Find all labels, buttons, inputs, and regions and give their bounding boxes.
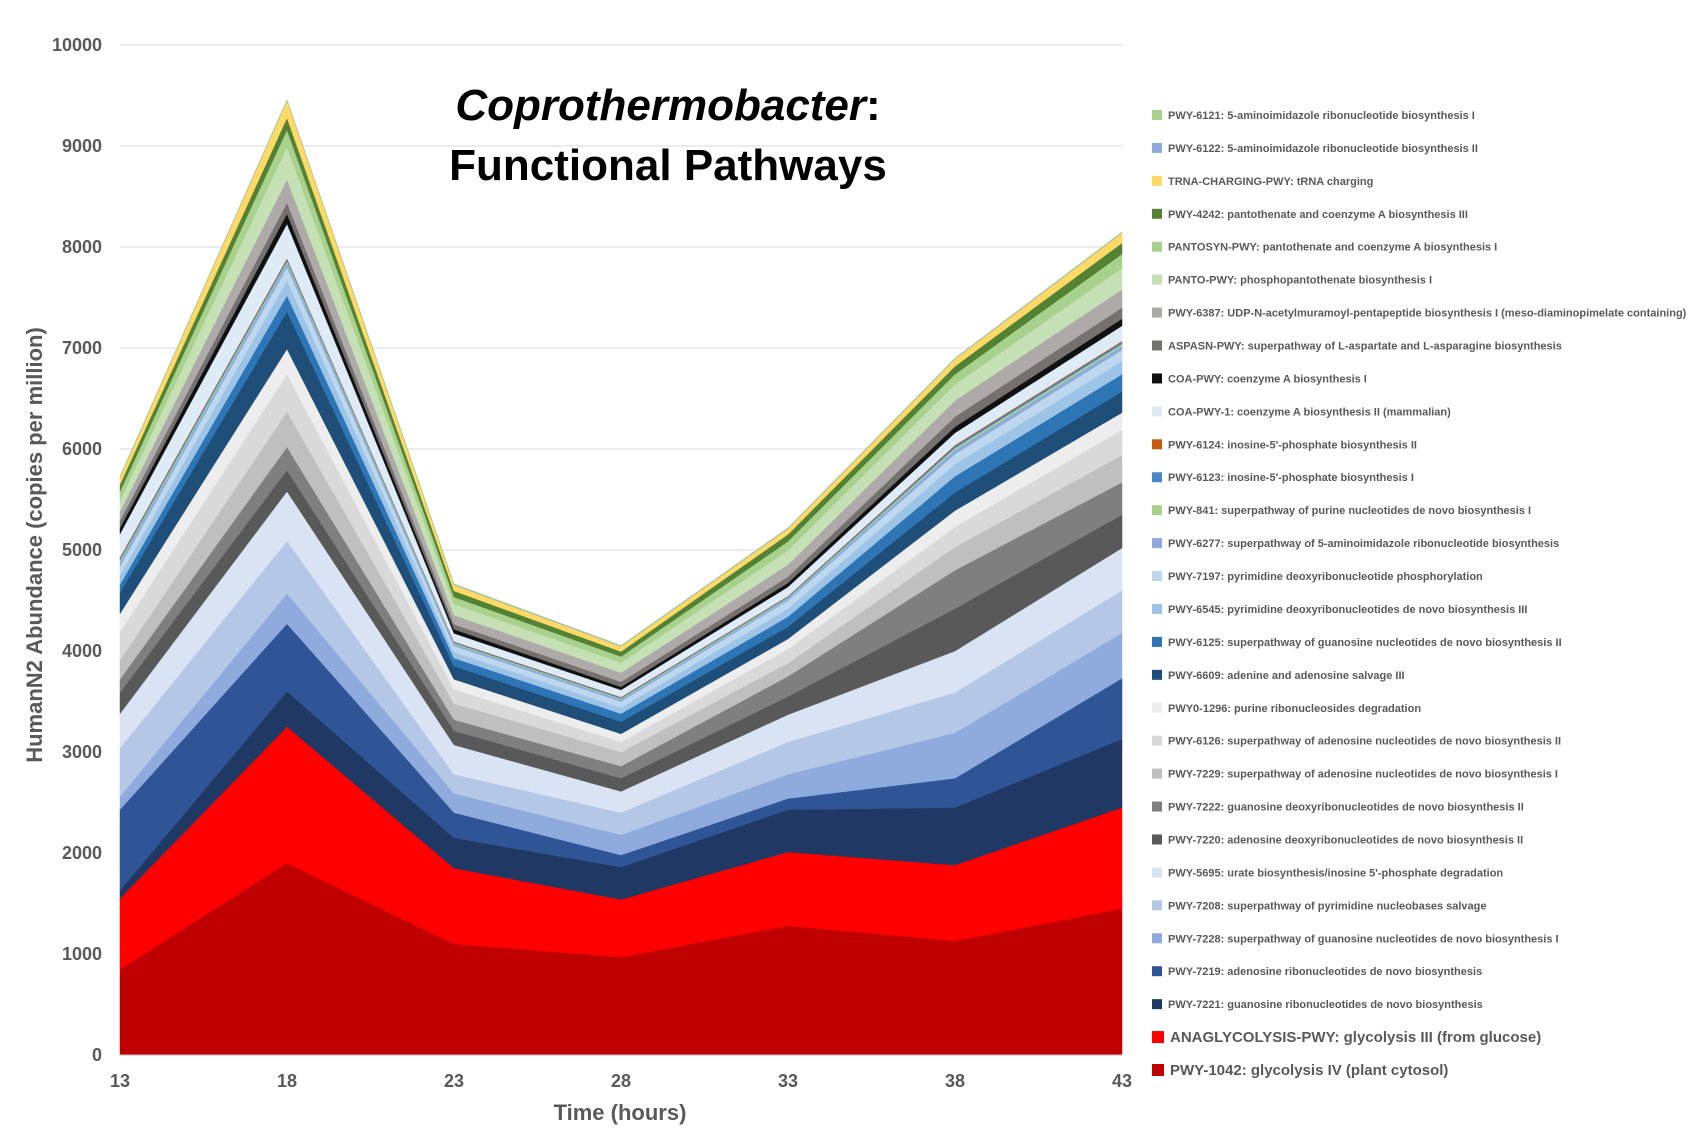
- y-tick-label: 7000: [62, 338, 102, 358]
- legend-swatch: [1152, 999, 1162, 1010]
- legend-label: TRNA-CHARGING-PWY: tRNA charging: [1168, 176, 1373, 188]
- legend-label: PWY-6126: superpathway of adenosine nucl…: [1168, 736, 1561, 748]
- legend-swatch: [1152, 768, 1162, 779]
- y-tick-label: 10000: [52, 35, 102, 55]
- legend-label: PWY-6122: 5-aminoimidazole ribonucleotid…: [1168, 143, 1478, 155]
- legend-swatch: [1152, 340, 1162, 351]
- legend-swatch: [1152, 505, 1162, 516]
- x-tick-label: 33: [778, 1071, 798, 1091]
- legend-label: COA-PWY-1: coenzyme A biosynthesis II (m…: [1168, 406, 1451, 418]
- legend-swatch: [1152, 801, 1162, 812]
- legend-label: PWY-7197: pyrimidine deoxyribonucleotide…: [1168, 571, 1483, 583]
- legend-label: PWY-6123: inosine-5'-phosphate biosynthe…: [1168, 472, 1414, 484]
- legend-swatch: [1152, 439, 1162, 450]
- legend-swatch: [1152, 933, 1162, 944]
- legend-label: PWY-7219: adenosine ribonucleotides de n…: [1168, 966, 1482, 978]
- legend-label: ASPASN-PWY: superpathway of L-aspartate …: [1168, 341, 1562, 353]
- y-tick-label: 4000: [62, 641, 102, 661]
- chart-title-line1: Coprothermobacter:: [455, 81, 880, 130]
- legend-swatch: [1152, 208, 1162, 219]
- legend-label: PWY-6609: adenine and adenosine salvage …: [1168, 670, 1405, 682]
- legend-label: PWY-6125: superpathway of guanosine nucl…: [1168, 637, 1562, 649]
- y-tick-label: 6000: [62, 439, 102, 459]
- legend-label: PWY-4242: pantothenate and coenzyme A bi…: [1168, 209, 1468, 221]
- legend-swatch: [1152, 900, 1162, 911]
- legend-swatch: [1152, 110, 1162, 120]
- legend-swatch: [1152, 735, 1162, 746]
- legend-swatch: [1152, 406, 1162, 417]
- legend-swatch: [1152, 1064, 1164, 1076]
- legend-swatch: [1152, 538, 1162, 549]
- legend-swatch: [1152, 1031, 1164, 1044]
- y-tick-label: 3000: [62, 742, 102, 762]
- legend-swatch: [1152, 834, 1162, 845]
- y-tick-label: 2000: [62, 843, 102, 863]
- legend-swatch: [1152, 241, 1162, 252]
- legend-label: PWY-6387: UDP-N-acetylmuramoyl-pentapept…: [1168, 308, 1687, 320]
- x-tick-label: 43: [1112, 1071, 1132, 1091]
- chart-title-colon: :: [866, 81, 881, 130]
- legend-label: PWY-6277: superpathway of 5-aminoimidazo…: [1168, 538, 1559, 550]
- legend-label: PWY-7208: superpathway of pyrimidine nuc…: [1168, 900, 1487, 912]
- legend-swatch: [1152, 175, 1162, 186]
- legend-label: PWY-1042: glycolysis IV (plant cytosol): [1170, 1062, 1448, 1079]
- x-tick-label: 13: [110, 1071, 130, 1091]
- y-axis-title: HumanN2 Abundance (copies per million): [22, 327, 47, 763]
- legend-swatch: [1152, 142, 1162, 153]
- legend-label: PWY-7220: adenosine deoxyribonucleotides…: [1168, 834, 1523, 846]
- legend-label: PWY-6121: 5-aminoimidazole ribonucleotid…: [1168, 110, 1475, 122]
- x-tick-label: 38: [945, 1071, 965, 1091]
- area-series-group: [119, 98, 1123, 1056]
- legend-swatch: [1152, 669, 1162, 680]
- x-tick-label: 23: [444, 1071, 464, 1091]
- axes: 0 1000 2000 3000 4000 5000 6000 7000 8000 9000 100…: [52, 35, 1132, 1091]
- legend-swatch: [1152, 373, 1162, 384]
- legend-swatch: [1152, 472, 1162, 483]
- x-tick-label: 18: [277, 1071, 297, 1091]
- legend-label: PWY-6545: pyrimidine deoxyribonucleotide…: [1168, 604, 1527, 616]
- legend-label: PWY-7228: superpathway of guanosine nucl…: [1168, 933, 1559, 945]
- legend-swatch: [1152, 274, 1162, 285]
- legend-label: ANAGLYCOLYSIS-PWY: glycolysis III (from …: [1170, 1029, 1541, 1046]
- y-tick-label: 5000: [62, 540, 102, 560]
- legend-label: PWY-841: superpathway of purine nucleoti…: [1168, 505, 1531, 517]
- x-axis-title: Time (hours): [554, 1100, 687, 1125]
- legend-label: PWY-5695: urate biosynthesis/inosine 5'-…: [1168, 867, 1503, 879]
- legend-swatch: [1152, 603, 1162, 614]
- legend-swatch: [1152, 307, 1162, 318]
- chart-title-line2: Functional Pathways: [449, 141, 887, 190]
- legend-swatch: [1152, 702, 1162, 713]
- legend-label: PWY0-1296: purine ribonucleosides degrad…: [1168, 703, 1421, 715]
- legend-swatch: [1152, 867, 1162, 878]
- y-tick-label: 0: [92, 1045, 102, 1065]
- legend-label: COA-PWY: coenzyme A biosynthesis I: [1168, 373, 1367, 385]
- chart-title-genus: Coprothermobacter: [455, 81, 869, 130]
- legend-swatch: [1152, 571, 1162, 582]
- legend-label: PWY-7221: guanosine ribonucleotides de n…: [1168, 999, 1483, 1011]
- legend-label: PANTO-PWY: phosphopantothenate biosynthe…: [1168, 275, 1432, 287]
- legend: PWY-6121: 5-aminoimidazole ribonucleotid…: [1152, 110, 1687, 1079]
- y-tick-label: 9000: [62, 136, 102, 156]
- legend-swatch: [1152, 636, 1162, 647]
- legend-swatch: [1152, 966, 1162, 977]
- legend-label: PANTOSYN-PWY: pantothenate and coenzyme …: [1168, 242, 1497, 254]
- legend-label: PWY-7229: superpathway of adenosine nucl…: [1168, 769, 1558, 781]
- legend-label: PWY-7222: guanosine deoxyribonucleotides…: [1168, 802, 1524, 814]
- y-tick-label: 1000: [62, 944, 102, 964]
- area-series-29: [119, 98, 1123, 647]
- y-tick-label: 8000: [62, 237, 102, 257]
- legend-label: PWY-6124: inosine-5'-phosphate biosynthe…: [1168, 439, 1417, 451]
- x-tick-label: 28: [611, 1071, 631, 1091]
